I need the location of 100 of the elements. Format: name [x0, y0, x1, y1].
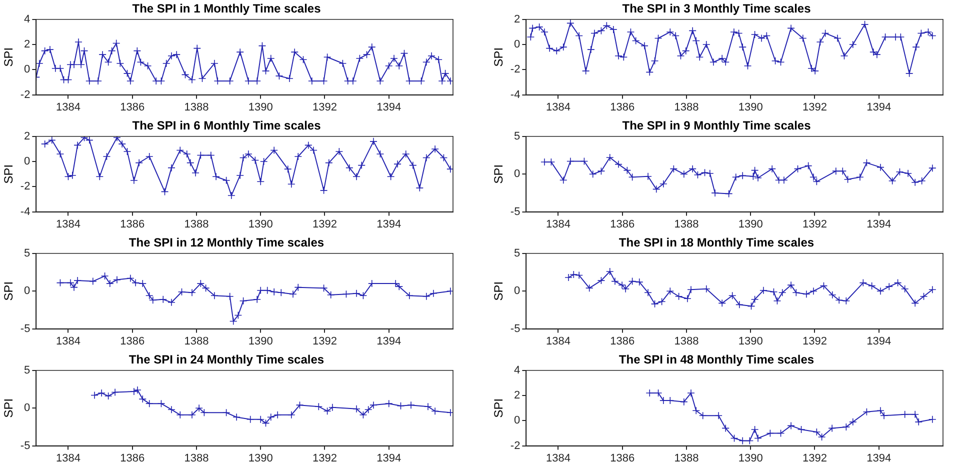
point — [606, 154, 614, 162]
chart-title: The SPI in 18 Monthly Time scales — [618, 236, 814, 250]
point — [395, 282, 404, 290]
point — [90, 391, 98, 400]
point — [113, 136, 121, 142]
point — [352, 172, 360, 181]
point — [747, 302, 756, 310]
point — [294, 283, 302, 292]
point — [135, 158, 144, 167]
point — [232, 413, 240, 422]
point — [96, 172, 104, 181]
x-tick-label: 1384 — [546, 101, 570, 114]
point — [810, 287, 818, 295]
y-tick-label: -5 — [510, 322, 520, 335]
point — [750, 426, 759, 434]
point — [56, 278, 64, 287]
point — [359, 292, 368, 300]
x-tick-label: 1388 — [674, 101, 699, 114]
point — [700, 168, 709, 176]
point — [606, 268, 614, 276]
point — [186, 158, 194, 167]
point — [207, 151, 215, 160]
x-tick-label: 1388 — [184, 101, 209, 114]
point — [431, 407, 439, 416]
point — [244, 150, 252, 158]
x-tick-label: 1386 — [120, 101, 145, 114]
point — [778, 288, 786, 297]
point — [253, 295, 261, 304]
point — [251, 156, 260, 164]
point — [346, 164, 354, 172]
point — [768, 164, 776, 173]
x-tick-label: 1384 — [546, 452, 570, 464]
point — [134, 386, 142, 394]
chart-title: The SPI in 3 Monthly Time scales — [622, 2, 812, 16]
point — [431, 145, 439, 153]
point — [74, 276, 82, 284]
point — [157, 400, 166, 408]
x-tick-label: 1386 — [610, 452, 635, 464]
point — [652, 185, 660, 194]
point — [687, 286, 695, 294]
y-axis-title: SPI — [492, 47, 506, 67]
point — [256, 286, 265, 294]
point — [828, 424, 836, 432]
point — [597, 167, 606, 175]
y-tick-label: 0 — [514, 38, 520, 51]
point — [228, 192, 236, 200]
point — [564, 274, 572, 282]
point — [580, 157, 588, 166]
x-tick-label: 1386 — [610, 335, 635, 348]
y-tick-label: 5 — [514, 247, 520, 260]
point — [888, 176, 896, 185]
point — [98, 389, 106, 397]
point — [714, 412, 722, 420]
x-tick-label: 1394 — [376, 335, 402, 348]
point — [212, 172, 220, 181]
point — [706, 169, 714, 178]
point — [876, 287, 884, 295]
point — [288, 410, 296, 419]
point — [754, 434, 762, 442]
point — [182, 150, 191, 158]
point — [409, 161, 417, 170]
x-tick-label: 1390 — [738, 452, 763, 464]
point — [430, 289, 438, 298]
y-tick-label: 5 — [514, 130, 520, 142]
point — [405, 292, 414, 300]
x-tick-label: 1390 — [248, 218, 273, 230]
point — [900, 410, 909, 418]
point — [635, 278, 644, 286]
point — [597, 276, 606, 284]
point — [296, 401, 304, 409]
y-axis-title: SPI — [2, 164, 16, 184]
point — [358, 161, 366, 170]
point — [692, 406, 700, 415]
point — [911, 178, 920, 186]
y-tick-label: 4 — [514, 364, 520, 376]
point — [585, 284, 594, 292]
point — [56, 150, 64, 158]
point — [176, 146, 184, 154]
x-tick-label: 1392 — [802, 335, 827, 348]
x-tick-label: 1386 — [120, 335, 145, 348]
point — [718, 299, 726, 308]
point — [320, 284, 328, 292]
point — [239, 154, 248, 162]
x-tick-label: 1388 — [674, 452, 699, 464]
point — [326, 290, 335, 299]
x-tick-label: 1392 — [312, 218, 337, 230]
point — [274, 410, 282, 419]
point — [314, 402, 323, 410]
point — [325, 158, 333, 167]
point — [684, 294, 692, 303]
x-tick-label: 1394 — [376, 218, 402, 230]
point — [787, 422, 795, 430]
point — [266, 413, 275, 422]
point — [904, 169, 912, 178]
point — [842, 297, 850, 305]
point — [776, 429, 785, 438]
point — [176, 410, 184, 419]
point — [622, 284, 630, 293]
point — [289, 290, 297, 298]
point — [628, 277, 636, 286]
